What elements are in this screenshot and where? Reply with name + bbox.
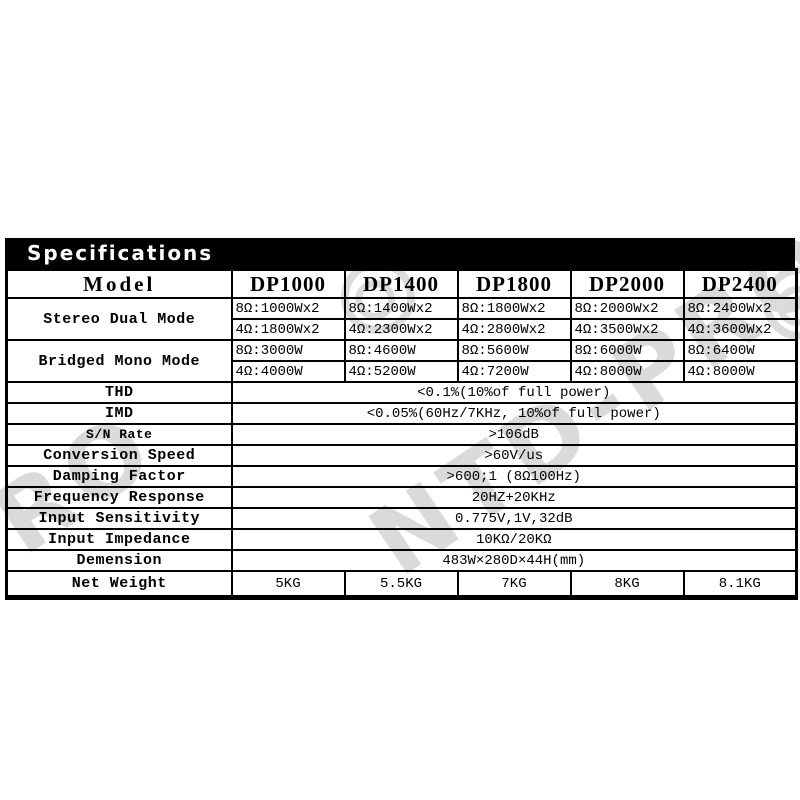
stereo-dual-mode-4ohm-row: 4Ω:1800Wx2 4Ω:2300Wx2 4Ω:2800Wx2 4Ω:3500…	[7, 318, 798, 341]
bridged-mono-mode-4ohm-row: 4Ω:4000W 4Ω:5200W 4Ω:7200W 4Ω:8000W 4Ω:8…	[7, 360, 798, 383]
model-name-cell: DP1800	[456, 268, 572, 299]
row-label-damping-factor: Damping Factor	[5, 465, 233, 488]
spec-value-cell: >60V/us	[230, 444, 798, 467]
power-value-cell: 4Ω:2800Wx2	[456, 318, 572, 341]
row-label-stereo-dual-mode: Stereo Dual Mode	[5, 297, 233, 341]
power-value-cell: 8Ω:1800Wx2	[456, 297, 572, 320]
power-value-cell: 4Ω:5200W	[343, 360, 459, 383]
model-header-row: Model DP1000 DP1400 DP1800 DP2000 DP2400	[5, 268, 798, 299]
model-name-cell: DP2000	[569, 268, 685, 299]
net-weight-row: Net Weight 5KG 5.5KG 7KG 8KG 8.1KG	[5, 570, 798, 599]
conversion-speed-row: Conversion Speed >60V/us	[5, 444, 798, 467]
row-label-conversion-speed: Conversion Speed	[5, 444, 233, 467]
model-name-cell: DP1400	[343, 268, 459, 299]
page-title: Specifications	[27, 241, 214, 265]
power-value-cell: 4Ω:8000W	[682, 360, 798, 383]
spec-value-cell: 483W×280D×44H(mm)	[230, 549, 798, 572]
power-value-cell: 8Ω:2400Wx2	[682, 297, 798, 320]
damping-factor-row: Damping Factor >600;1 (8Ω100Hz)	[5, 465, 798, 488]
spec-value-cell: >600;1 (8Ω100Hz)	[230, 465, 798, 488]
power-value-cell: 8Ω:5600W	[456, 339, 572, 362]
row-label-sn-rate: S/N Rate	[5, 423, 233, 446]
power-value-cell: 4Ω:3500Wx2	[569, 318, 685, 341]
power-value-cell: 8Ω:6000W	[569, 339, 685, 362]
power-value-cell: 4Ω:2300Wx2	[343, 318, 459, 341]
power-value-cell: 4Ω:4000W	[230, 360, 346, 383]
sn-rate-row: S/N Rate >106dB	[5, 423, 798, 446]
model-header-cell: Model	[5, 268, 233, 299]
net-weight-value-cell: 5KG	[230, 570, 346, 599]
net-weight-value-cell: 8KG	[569, 570, 685, 599]
thd-row: THD <0.1%(10%of full power)	[5, 381, 798, 404]
power-value-cell: 8Ω:4600W	[343, 339, 459, 362]
row-label-thd: THD	[5, 381, 233, 404]
input-sensitivity-row: Input Sensitivity 0.775V,1V,32dB	[5, 507, 798, 530]
row-label-input-impedance: Input Impedance	[5, 528, 233, 551]
row-label-input-sensitivity: Input Sensitivity	[5, 507, 233, 530]
bridged-mono-mode-8ohm-row: Bridged Mono Mode 8Ω:3000W 8Ω:4600W 8Ω:5…	[5, 339, 798, 383]
demension-row: Demension 483W×280D×44H(mm)	[5, 549, 798, 572]
spec-value-cell: 20HZ+20KHz	[230, 486, 798, 509]
power-value-cell: 8Ω:6400W	[682, 339, 798, 362]
power-value-cell: 4Ω:3600Wx2	[682, 318, 798, 341]
row-label-imd: IMD	[5, 402, 233, 425]
specifications-header-bar: Specifications	[5, 238, 795, 268]
row-label-net-weight: Net Weight	[5, 570, 233, 599]
imd-row: IMD <0.05%(60Hz/7KHz, 10%of full power)	[5, 402, 798, 425]
power-value-cell: 4Ω:8000W	[569, 360, 685, 383]
spec-value-cell: <0.05%(60Hz/7KHz, 10%of full power)	[230, 402, 798, 425]
power-value-cell: 8Ω:1000Wx2	[230, 297, 346, 320]
spec-value-cell: <0.1%(10%of full power)	[230, 381, 798, 404]
stereo-dual-mode-8ohm-row: Stereo Dual Mode 8Ω:1000Wx2 8Ω:1400Wx2 8…	[5, 297, 798, 341]
net-weight-value-cell: 7KG	[456, 570, 572, 599]
spec-value-cell: 0.775V,1V,32dB	[230, 507, 798, 530]
row-label-bridged-mono-mode: Bridged Mono Mode	[5, 339, 233, 383]
power-value-cell: 4Ω:1800Wx2	[230, 318, 346, 341]
net-weight-value-cell: 8.1KG	[682, 570, 798, 599]
model-name-cell: DP1000	[230, 268, 346, 299]
row-label-demension: Demension	[5, 549, 233, 572]
input-impedance-row: Input Impedance 10KΩ/20KΩ	[5, 528, 798, 551]
specifications-table: Model DP1000 DP1400 DP1800 DP2000 DP2400…	[5, 268, 798, 600]
power-value-cell: 8Ω:2000Wx2	[569, 297, 685, 320]
model-name-cell: DP2400	[682, 268, 798, 299]
power-value-cell: 4Ω:7200W	[456, 360, 572, 383]
power-value-cell: 8Ω:3000W	[230, 339, 346, 362]
net-weight-value-cell: 5.5KG	[343, 570, 459, 599]
spec-value-cell: 10KΩ/20KΩ	[230, 528, 798, 551]
row-label-frequency-response: Frequency Response	[5, 486, 233, 509]
power-value-cell: 8Ω:1400Wx2	[343, 297, 459, 320]
spec-value-cell: >106dB	[230, 423, 798, 446]
frequency-response-row: Frequency Response 20HZ+20KHz	[5, 486, 798, 509]
